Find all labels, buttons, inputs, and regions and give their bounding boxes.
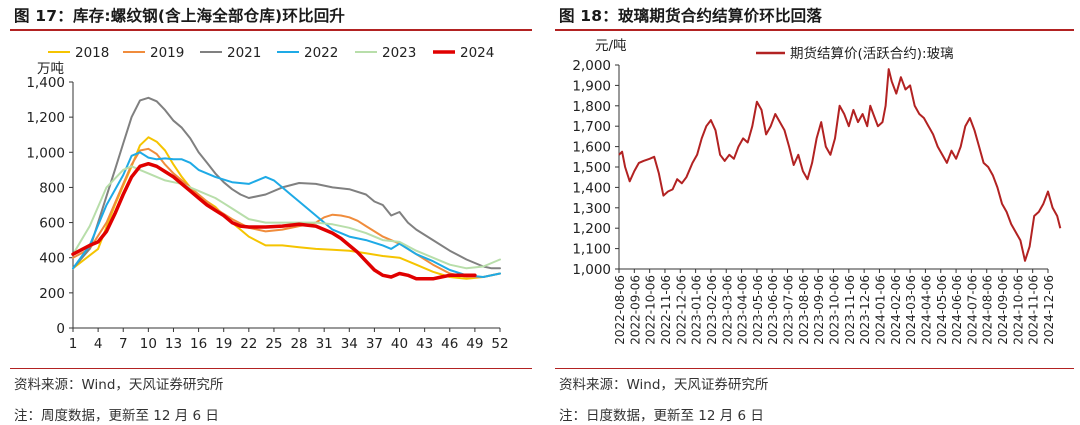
y-tick-label: 1,100	[572, 242, 611, 258]
chart-title: 图 18：玻璃期货合约结算价环比回落	[559, 7, 823, 25]
x-tick-label: 52	[491, 336, 508, 352]
y-axis-unit: 万吨	[37, 61, 64, 77]
y-tick-label: 400	[39, 251, 65, 267]
x-tick-label: 2024-09-06	[996, 275, 1010, 345]
x-tick-label: 2023-06-06	[766, 275, 780, 345]
x-tick-label: 2023-07-06	[782, 275, 796, 345]
y-tick-label: 2,000	[572, 58, 611, 74]
legend-label: 2021	[227, 45, 261, 61]
y-tick-label: 1,400	[26, 75, 65, 91]
series-line-2024	[71, 161, 477, 281]
x-tick-label: 2023-09-06	[812, 275, 826, 345]
x-tick-label: 2024-04-06	[919, 275, 933, 345]
x-tick-label: 2022-11-06	[659, 275, 673, 345]
legend-label: 2019	[150, 45, 184, 61]
series-line-2022	[72, 151, 501, 278]
y-tick-label: 1,600	[572, 140, 611, 156]
title-rule	[10, 29, 532, 31]
y-tick-label: 0	[56, 321, 65, 337]
x-tick-label: 49	[466, 336, 483, 352]
y-tick-label: 1,300	[572, 201, 611, 217]
source-rule	[10, 368, 532, 369]
y-tick-label: 1,900	[572, 78, 611, 94]
x-tick-label: 2023-03-06	[720, 275, 734, 345]
y-tick-label: 1,800	[572, 99, 611, 115]
note-text: 注：周度数据，更新至 12 月 6 日	[14, 408, 219, 424]
x-tick-label: 2022-10-06	[644, 275, 658, 345]
x-tick-label: 2024-10-06	[1011, 275, 1025, 345]
y-tick-label: 1,500	[572, 160, 611, 176]
x-tick-label: 2022-08-06	[613, 275, 627, 345]
panel-glass-futures: 图 18：玻璃期货合约结算价环比回落 1,000 1,100 1,200 1,300 1…	[545, 0, 1080, 425]
y-tick-label: 600	[39, 216, 65, 232]
x-tick-label: 2023-01-06	[690, 275, 704, 345]
x-tick-label: 4	[94, 336, 103, 352]
y-tick-label: 1,000	[26, 145, 65, 161]
y-tick-label: 200	[39, 286, 65, 302]
y-tick-label: 800	[39, 180, 65, 196]
legend-label: 2022	[304, 45, 338, 61]
x-tick-label: 13	[165, 336, 182, 352]
legend-label: 2018	[75, 45, 109, 61]
x-tick-label: 2024-03-06	[904, 275, 918, 345]
y-tick-label: 1,700	[572, 119, 611, 135]
x-tick-label: 2022-12-06	[674, 275, 688, 345]
x-tick-label: 2024-01-06	[873, 275, 887, 345]
x-tick-label: 31	[316, 336, 333, 352]
series-line-glass	[618, 68, 1062, 262]
y-tick-label: 1,400	[572, 180, 611, 196]
title-rule	[555, 29, 1074, 31]
x-tick-label: 25	[265, 336, 282, 352]
x-tick-label: 2024-07-06	[965, 275, 979, 345]
x-tick-label: 2023-11-06	[843, 275, 857, 345]
series-line-2018	[72, 136, 501, 280]
series-line-2021	[72, 96, 501, 270]
x-tick-label: 37	[366, 336, 383, 352]
x-tick-label: 2024-02-06	[889, 275, 903, 345]
x-tick-label: 2023-05-06	[751, 275, 765, 345]
source-rule	[555, 368, 1074, 369]
x-tick-label: 2024-06-06	[950, 275, 964, 345]
rebar-inventory-chart: 0 200 400 600 800 1,000 1,200 1,400 1 4 7 10 13 16 19 2…	[26, 45, 508, 352]
y-tick-label: 1,000	[572, 262, 611, 278]
x-tick-label: 40	[391, 336, 408, 352]
y-tick-label: 1,200	[572, 221, 611, 237]
x-tick-label: 43	[416, 336, 433, 352]
panel-rebar-inventory: 图 17：库存:螺纹钢(含上海全部仓库)环比回升 0 200 400 600 800 1,…	[0, 0, 538, 425]
source-text: 资料来源：Wind，天风证券研究所	[559, 377, 769, 393]
x-tick-label: 22	[240, 336, 257, 352]
chart-title: 图 17：库存:螺纹钢(含上海全部仓库)环比回升	[14, 7, 346, 25]
x-tick-label: 2023-08-06	[797, 275, 811, 345]
x-tick-label: 2024-12-06	[1042, 275, 1056, 345]
x-tick-label: 7	[119, 336, 128, 352]
series-line-2023	[72, 165, 501, 270]
x-tick-label: 2023-04-06	[736, 275, 750, 345]
legend-label: 2024	[460, 45, 494, 61]
legend-label: 期货结算价(活跃合约):玻璃	[790, 45, 954, 62]
x-tick-label: 2023-12-06	[858, 275, 872, 345]
x-tick-label: 2023-10-06	[828, 275, 842, 345]
x-tick-label: 2024-11-06	[1027, 275, 1041, 345]
y-axis-unit: 元/吨	[595, 38, 627, 54]
x-tick-label: 46	[441, 336, 458, 352]
glass-futures-chart: 1,000 1,100 1,200 1,300 1,400 1,500 1,600 1,700…	[572, 38, 1062, 345]
x-tick-label: 2024-08-06	[981, 275, 995, 345]
x-tick-label: 1	[69, 336, 78, 352]
x-tick-label: 10	[140, 336, 157, 352]
y-tick-label: 1,200	[26, 110, 65, 126]
x-tick-label: 19	[215, 336, 232, 352]
legend-label: 2023	[382, 45, 416, 61]
note-text: 注：日度数据，更新至 12 月 6 日	[559, 408, 764, 424]
x-tick-label: 34	[341, 336, 358, 352]
x-tick-label: 16	[190, 336, 207, 352]
x-tick-label: 2024-05-06	[935, 275, 949, 345]
x-tick-label: 2022-09-06	[628, 275, 642, 345]
x-tick-label: 28	[290, 336, 307, 352]
source-text: 资料来源：Wind，天风证券研究所	[14, 377, 224, 393]
x-tick-label: 2023-02-06	[705, 275, 719, 345]
